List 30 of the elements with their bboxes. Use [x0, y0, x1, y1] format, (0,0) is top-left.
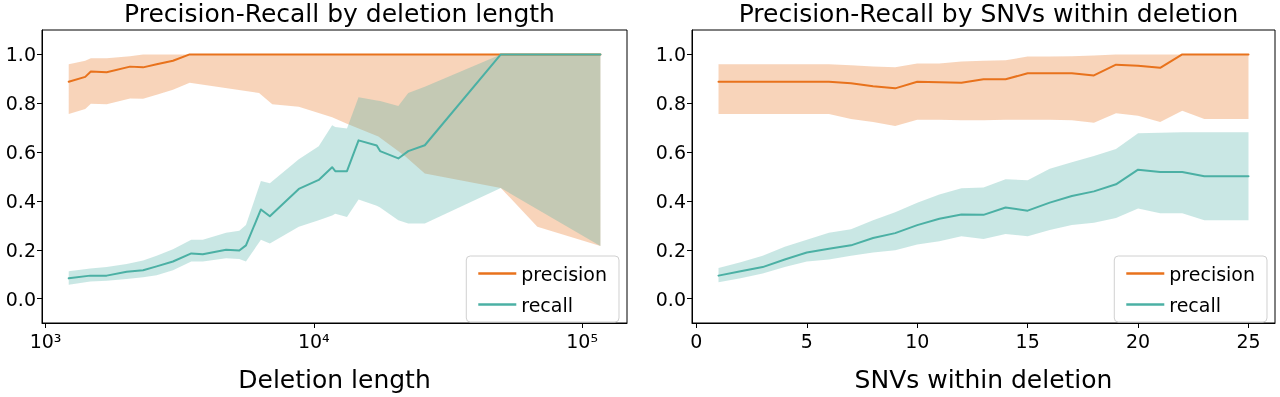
legend-label: precision — [1169, 262, 1256, 285]
chart-title: Precision-Recall by deletion length — [124, 0, 555, 28]
y-tick-label: 0.4 — [5, 189, 36, 212]
x-tick-label: 15 — [1015, 329, 1040, 352]
y-tick-label: 1.0 — [655, 43, 686, 66]
legend-label: recall — [521, 293, 574, 316]
y-tick-label: 0.8 — [655, 92, 686, 115]
y-tick-label: 0.2 — [655, 238, 686, 261]
y-tick-label: 0.6 — [655, 141, 686, 164]
x-tick-label: 10 — [905, 329, 930, 352]
x-axis-title: Deletion length — [238, 365, 431, 394]
legend-label: precision — [521, 262, 608, 285]
line-series — [717, 53, 1250, 90]
y-tick-label: 0.8 — [5, 92, 36, 115]
y-tick-label: 0.4 — [655, 189, 686, 212]
x-tick-label: 20 — [1125, 329, 1151, 352]
x-tick-label: 0 — [690, 329, 703, 352]
y-tick-label: 0.2 — [5, 238, 36, 261]
x-tick-label: 10⁵ — [566, 329, 599, 352]
y-tick-label: 0.0 — [5, 287, 36, 310]
y-tick-label: 1.0 — [5, 43, 36, 66]
y-tick-label: 0.6 — [5, 141, 36, 164]
x-tick-label: 25 — [1236, 329, 1261, 352]
legend-label: recall — [1169, 293, 1222, 316]
x-axis-title: SNVs within deletion — [854, 365, 1113, 394]
y-tick-label: 0.0 — [655, 287, 686, 310]
x-tick-label: 10³ — [29, 329, 62, 352]
x-tick-label: 10⁴ — [297, 329, 331, 352]
x-tick-label: 5 — [800, 329, 813, 352]
chart-title: Precision-Recall by SNVs within deletion — [738, 0, 1239, 28]
